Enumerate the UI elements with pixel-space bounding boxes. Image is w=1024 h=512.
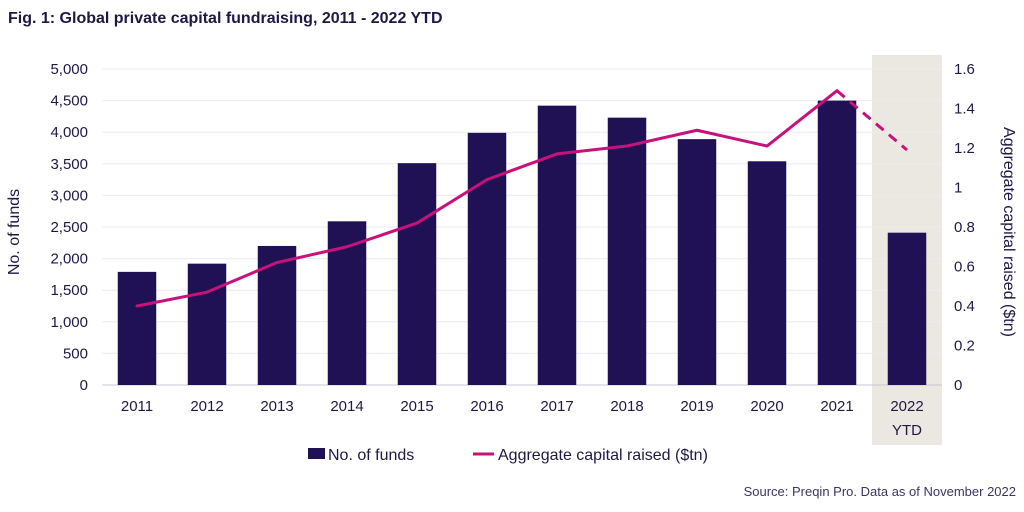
x-tick-label: 2016 [470, 398, 503, 415]
y2-tick-label: 1 [954, 180, 962, 197]
y2-tick-label: 0.4 [954, 298, 975, 315]
bar [467, 132, 507, 385]
y-tick-label: 3,000 [50, 187, 88, 204]
x-tick-label: 2012 [190, 398, 223, 415]
bar [187, 263, 227, 385]
y2-tick-label: 0.2 [954, 338, 975, 355]
y-tick-label: 500 [63, 345, 88, 362]
legend: No. of funds Aggregate capital raised ($t… [308, 447, 708, 464]
x-tick-label: 2021 [820, 398, 853, 415]
bar [747, 161, 787, 385]
y-tick-label: 0 [80, 377, 88, 394]
bar [887, 232, 927, 385]
y2-tick-label: 0.6 [954, 259, 975, 276]
y2-tick-label: 1.2 [954, 140, 975, 157]
bar [537, 105, 577, 385]
bar-series [117, 100, 927, 385]
gridlines [102, 68, 942, 386]
x-tick-label: 2017 [540, 398, 573, 415]
x-tick-label: 2011 [121, 398, 153, 415]
x-tick-label: 2014 [330, 398, 363, 415]
y2-tick-label: 1.4 [954, 101, 975, 118]
y-axis-left: 0 500 1,000 1,500 2,000 2,500 3,000 3,500 4,000 4… [50, 61, 88, 394]
y-tick-label: 1,500 [50, 282, 88, 299]
y2-tick-label: 1.6 [954, 61, 975, 78]
legend-label-bars: No. of funds [328, 447, 414, 464]
y-tick-label: 4,500 [50, 93, 88, 110]
y-tick-label: 5,000 [50, 61, 88, 78]
x-tick-label: 2013 [260, 398, 293, 415]
y-tick-label: 3,500 [50, 156, 88, 173]
x-tick-label: 2019 [680, 398, 713, 415]
x-tick-label: 2020 [750, 398, 783, 415]
legend-label-line: Aggregate capital raised ($tn) [498, 447, 708, 464]
x-tick-label: 2018 [610, 398, 643, 415]
y2-tick-label: 0.8 [954, 219, 975, 236]
legend-swatch-bars [308, 448, 325, 459]
y-tick-label: 1,000 [50, 314, 88, 331]
y-axis-title: No. of funds [6, 189, 23, 275]
line-series-dashed [836, 89, 908, 152]
chart-title: Fig. 1: Global private capital fundraisi… [8, 10, 443, 27]
y-tick-label: 2,000 [50, 251, 88, 268]
bar [607, 117, 647, 385]
source-note: Source: Preqin Pro. Data as of November … [743, 484, 1016, 499]
bar [117, 271, 157, 385]
line-series [135, 89, 908, 308]
bar [677, 139, 717, 385]
y-axis-right: 0 0.2 0.4 0.6 0.8 1 1.2 1.4 1.6 [954, 61, 975, 394]
x-tick-label: 2015 [400, 398, 433, 415]
y2-axis-title: Aggregate capital raised ($tn) [1000, 127, 1017, 337]
y2-tick-label: 0 [954, 377, 962, 394]
y-tick-label: 2,500 [50, 219, 88, 236]
y-tick-label: 4,000 [50, 124, 88, 141]
bar [397, 163, 437, 385]
x-axis: 2011 2012 2013 2014 2015 2016 2017 2018 2019 2020… [121, 398, 924, 439]
x-tick-label: 2022 YTD [890, 398, 923, 439]
bar [817, 100, 857, 385]
